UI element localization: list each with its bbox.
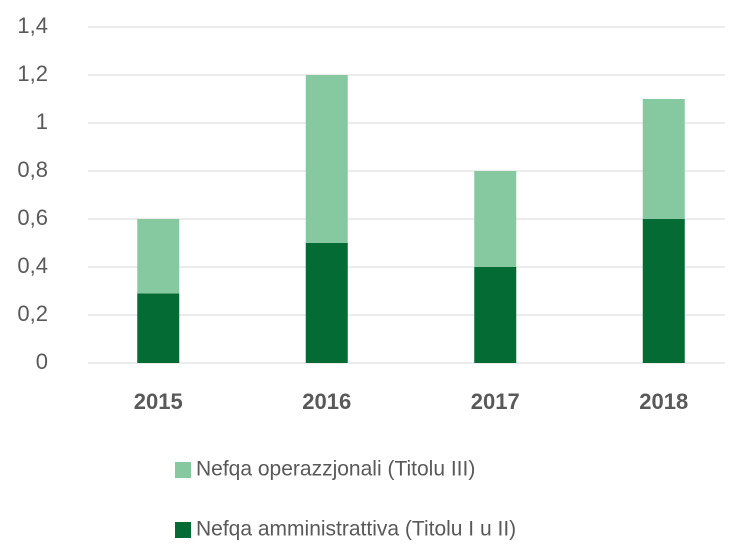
bar-segment bbox=[642, 219, 685, 363]
bar-segment bbox=[137, 293, 180, 363]
bar-segment bbox=[474, 267, 517, 363]
legend-swatch bbox=[175, 522, 191, 538]
x-tick-label: 2015 bbox=[134, 389, 183, 414]
y-tick-label: 0 bbox=[36, 349, 48, 374]
legend-label: Nefqa amministrattiva (Titolu I u II) bbox=[196, 518, 516, 541]
bar-segment bbox=[305, 243, 348, 363]
legend-label: Nefqa operazzjonali (Titolu III) bbox=[196, 458, 475, 481]
y-tick-label: 0,8 bbox=[17, 157, 48, 182]
bar-segment bbox=[642, 99, 685, 219]
bar-segment bbox=[305, 75, 348, 243]
y-tick-label: 0,2 bbox=[17, 301, 48, 326]
y-tick-label: 0,4 bbox=[17, 253, 48, 278]
x-tick-label: 2016 bbox=[302, 389, 351, 414]
bar-segment bbox=[474, 171, 517, 267]
x-tick-label: 2018 bbox=[639, 389, 688, 414]
x-tick-label: 2017 bbox=[471, 389, 520, 414]
y-tick-label: 1,4 bbox=[17, 13, 48, 38]
bar-segment bbox=[137, 219, 180, 294]
legend-swatch bbox=[175, 462, 191, 478]
y-tick-label: 1,2 bbox=[17, 61, 48, 86]
y-tick-label: 0,6 bbox=[17, 205, 48, 230]
y-tick-label: 1 bbox=[36, 109, 48, 134]
